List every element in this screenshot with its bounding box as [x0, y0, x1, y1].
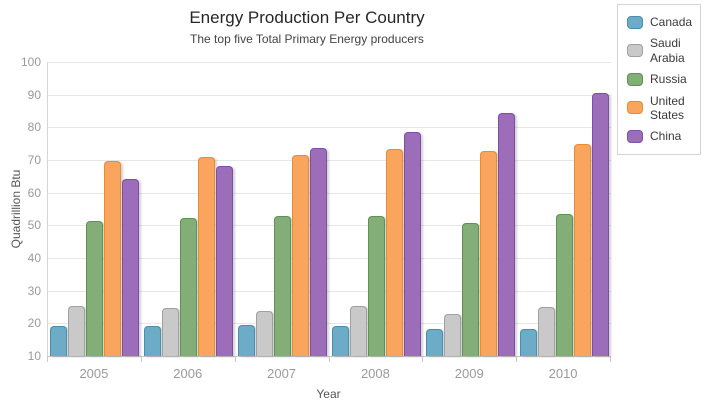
x-axis-tick-mark [328, 357, 330, 362]
bar-russia-2007[interactable] [274, 216, 292, 356]
y-tick-label: 20 [27, 316, 41, 331]
gridline [48, 127, 611, 129]
bar-russia-2008[interactable] [367, 216, 385, 356]
y-tick-label: 90 [27, 87, 41, 102]
y-tick-label: 70 [27, 153, 41, 167]
y-tick-label: 40 [27, 251, 41, 265]
gridline [48, 225, 611, 227]
bar-saudi-arabia-2010[interactable] [537, 307, 555, 356]
bar-china-2008[interactable] [403, 132, 421, 356]
x-tick-label: 2010 [548, 366, 578, 381]
x-axis-tick-mark [234, 357, 236, 362]
legend-swatch-icon [627, 72, 643, 86]
bar-china-2007[interactable] [310, 148, 328, 356]
x-tick-label: 2005 [79, 366, 109, 381]
x-axis-tick-mark [610, 357, 611, 362]
bar-group-2009 [423, 62, 517, 356]
chart-subtitle: The top five Total Primary Energy produc… [190, 32, 424, 46]
legend-item-label: United States [650, 93, 685, 122]
x-axis-tick-mark [140, 357, 142, 362]
legend-item-canada[interactable]: Canada [627, 15, 700, 29]
bar-united-states-2007[interactable] [292, 155, 310, 356]
bar-group-2005 [48, 62, 142, 356]
legend: Canada Saudi Arabia Russia United States Chi… [617, 4, 701, 155]
bar-canada-2009[interactable] [425, 328, 443, 356]
bar-groups [48, 62, 611, 356]
bar-united-states-2009[interactable] [479, 151, 497, 356]
bar-united-states-2008[interactable] [385, 148, 403, 356]
y-tick-label: 10 [27, 349, 41, 363]
gridline [48, 160, 611, 161]
y-axis-title: Quadrillion Btu [9, 169, 23, 249]
legend-item-label: Saudi Arabia [650, 36, 685, 65]
bar-canada-2008[interactable] [331, 326, 349, 356]
x-axis-tick-mark [47, 357, 48, 362]
legend-swatch-icon [627, 130, 643, 144]
bar-canada-2007[interactable] [238, 324, 256, 356]
legend-item-russia[interactable]: Russia [627, 72, 700, 86]
bar-russia-2006[interactable] [180, 217, 198, 356]
x-tick-label: 2009 [454, 366, 484, 381]
gridline [48, 290, 611, 292]
bar-united-states-2010[interactable] [573, 143, 591, 356]
x-tick-label: 2008 [360, 366, 390, 381]
bar-china-2005[interactable] [122, 179, 140, 356]
bar-united-states-2005[interactable] [104, 161, 122, 356]
bar-china-2009[interactable] [497, 112, 515, 356]
gridline [48, 258, 611, 259]
bar-group-2007 [236, 62, 330, 356]
legend-swatch-icon [627, 44, 643, 58]
y-tick-label: 30 [27, 283, 41, 298]
plot-area [47, 62, 611, 357]
legend-item-china[interactable]: China [627, 129, 700, 143]
y-tick-label: 100 [20, 55, 41, 69]
bar-group-2010 [517, 62, 611, 356]
bar-saudi-arabia-2005[interactable] [68, 306, 86, 356]
y-tick-label: 80 [27, 120, 41, 135]
legend-item-united-states[interactable]: United States [627, 94, 700, 123]
legend-item-saudi-arabia[interactable]: Saudi Arabia [627, 36, 700, 65]
bar-group-2006 [142, 62, 236, 356]
x-axis-tick-mark [516, 357, 518, 362]
bar-china-2006[interactable] [216, 165, 234, 356]
bar-russia-2009[interactable] [461, 223, 479, 356]
bar-saudi-arabia-2006[interactable] [162, 307, 180, 356]
x-tick-label: 2007 [267, 366, 297, 381]
bar-canada-2010[interactable] [519, 328, 537, 356]
gridline [48, 192, 611, 194]
x-axis-tick-mark [422, 357, 424, 362]
x-tick-label: 2006 [173, 366, 203, 381]
bar-canada-2006[interactable] [144, 325, 162, 356]
bar-saudi-arabia-2008[interactable] [349, 306, 367, 356]
bar-saudi-arabia-2007[interactable] [256, 310, 274, 356]
chart-title: Energy Production Per Country [189, 8, 425, 27]
legend-item-label: China [650, 129, 682, 144]
legend-item-label: Russia [650, 72, 687, 87]
x-axis-title: Year [316, 387, 341, 401]
bar-saudi-arabia-2009[interactable] [443, 313, 461, 356]
legend-item-label: Canada [650, 15, 693, 29]
gridline [48, 323, 611, 325]
legend-swatch-icon [627, 15, 643, 29]
bar-russia-2005[interactable] [86, 221, 104, 356]
gridline [48, 62, 611, 63]
y-tick-label: 50 [27, 218, 41, 233]
bar-united-states-2006[interactable] [198, 156, 216, 356]
bar-group-2008 [329, 62, 423, 356]
bar-canada-2005[interactable] [50, 326, 68, 356]
gridline [48, 94, 611, 96]
legend-swatch-icon [627, 101, 643, 115]
bar-china-2010[interactable] [591, 92, 609, 356]
y-tick-label: 60 [27, 185, 41, 200]
chart-header: Energy Production Per Country The top fi… [0, 0, 614, 46]
bar-russia-2010[interactable] [555, 214, 573, 356]
